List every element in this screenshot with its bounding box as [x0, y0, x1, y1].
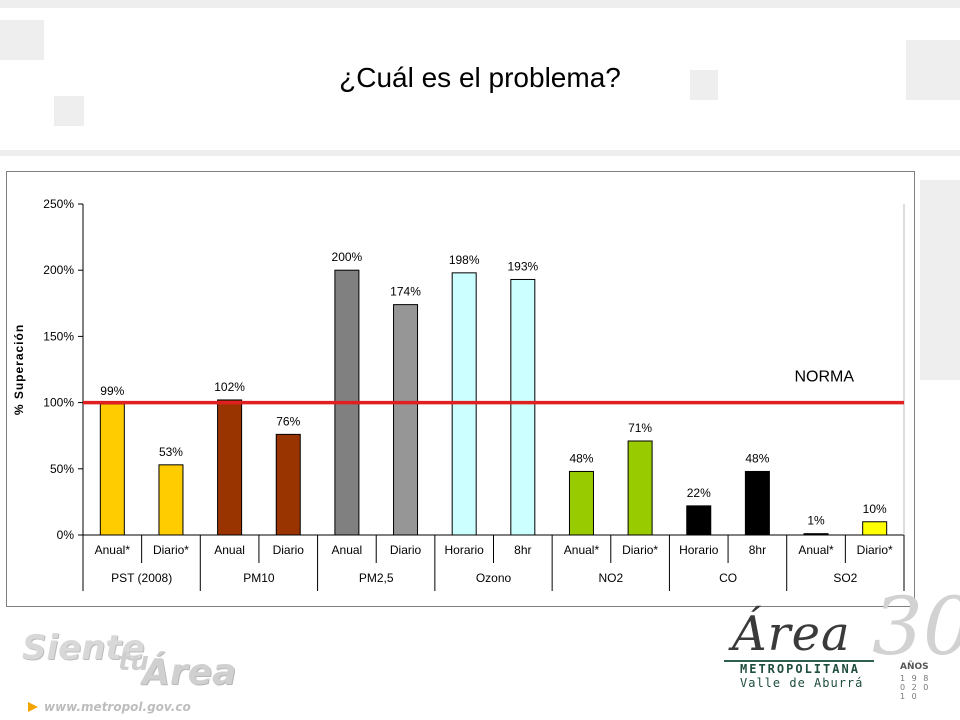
- x-tick-label: Diario: [390, 543, 422, 557]
- bar: [393, 304, 419, 536]
- x-tick-label: 8hr: [749, 543, 766, 557]
- background-tile: [0, 150, 960, 156]
- brand-area: Área: [142, 652, 237, 693]
- bar: [744, 470, 770, 536]
- y-tick-label: 250%: [43, 197, 74, 211]
- bar-value-label: 53%: [159, 445, 183, 459]
- bar-value-label: 48%: [569, 451, 593, 465]
- logo-metropolitana: METROPOLITANA: [740, 662, 860, 676]
- chart-frame: 0% 50% 100% 150% 200% 250% % Superación 99% Anua…: [6, 171, 915, 607]
- bar: [510, 278, 536, 536]
- x-group-label: PM2,5: [359, 571, 394, 585]
- y-tick-label: 200%: [43, 263, 74, 277]
- x-group-label: PM10: [243, 571, 275, 585]
- slide-title: ¿Cuál es el problema?: [339, 62, 621, 93]
- arrow-icon: [28, 702, 38, 712]
- x-group-label: PST (2008): [111, 571, 172, 585]
- logo-anos: AÑOS: [900, 662, 929, 672]
- x-group-label: Ozono: [476, 571, 512, 585]
- background-tile: [0, 20, 44, 60]
- y-tick-label: 150%: [43, 329, 74, 343]
- bar-value-label: 76%: [276, 414, 300, 428]
- x-tick-label: Horario: [679, 543, 719, 557]
- x-tick-label: 8hr: [514, 543, 531, 557]
- x-tick-label: Anual*: [564, 543, 600, 557]
- x-tick-label: Diario: [273, 543, 305, 557]
- y-tick-label: 0%: [57, 528, 75, 542]
- brand-siente: Siente: [22, 628, 145, 668]
- y-tick-label: 100%: [43, 396, 74, 410]
- bar-value-label: 102%: [214, 380, 245, 394]
- x-tick-label: Horario: [444, 543, 484, 557]
- bar: [862, 521, 888, 536]
- x-tick-label: Anual: [214, 543, 245, 557]
- x-group-label: CO: [719, 571, 737, 585]
- bar: [686, 505, 712, 536]
- bar: [99, 403, 125, 536]
- logo-anniversary-number: 30: [872, 580, 960, 673]
- bar-value-label: 71%: [628, 421, 652, 435]
- bar: [217, 399, 243, 536]
- background-tile: [920, 180, 960, 380]
- background-tile: [54, 96, 84, 126]
- y-tick-label: 50%: [50, 462, 74, 476]
- bar-value-label: 22%: [687, 486, 711, 500]
- x-tick-label: Anual: [332, 543, 363, 557]
- bar-value-label: 174%: [390, 285, 421, 299]
- bar-value-label: 1%: [807, 514, 825, 528]
- bar-value-label: 48%: [745, 451, 769, 465]
- x-tick-label: Anual*: [798, 543, 834, 557]
- bar: [158, 464, 184, 536]
- background-tile: [906, 40, 960, 100]
- background-tile: [0, 0, 960, 8]
- x-tick-label: Diario*: [153, 543, 189, 557]
- logo-underline: [724, 660, 874, 662]
- logo-word: Área: [732, 606, 851, 662]
- bar-value-label: 193%: [507, 259, 538, 273]
- norma-label: NORMA: [794, 369, 854, 386]
- bar-value-label: 99%: [100, 384, 124, 398]
- brand-tu: tu: [118, 647, 149, 677]
- logo-valle: Valle de Aburrá: [740, 676, 864, 690]
- bar: [568, 470, 594, 536]
- logo-years: 1 9 8 0 2 0 1 0: [900, 674, 931, 701]
- bar: [627, 440, 653, 536]
- bar: [803, 533, 829, 536]
- bar-value-label: 200%: [332, 250, 363, 264]
- x-group-label: SO2: [833, 571, 857, 585]
- x-tick-label: Diario*: [622, 543, 658, 557]
- footer-url[interactable]: www.metropol.gov.co: [44, 700, 191, 714]
- background-tile: [690, 70, 718, 100]
- y-axis-title: % Superación: [12, 324, 26, 415]
- bar-chart: 0% 50% 100% 150% 200% 250% % Superación 99% Anua…: [12, 197, 905, 591]
- bar-value-label: 10%: [863, 502, 887, 516]
- x-tick-label: Anual*: [95, 543, 131, 557]
- x-group-label: NO2: [598, 571, 623, 585]
- bar-value-label: 198%: [449, 253, 480, 267]
- x-tick-label: Diario*: [857, 543, 893, 557]
- bar: [275, 433, 301, 536]
